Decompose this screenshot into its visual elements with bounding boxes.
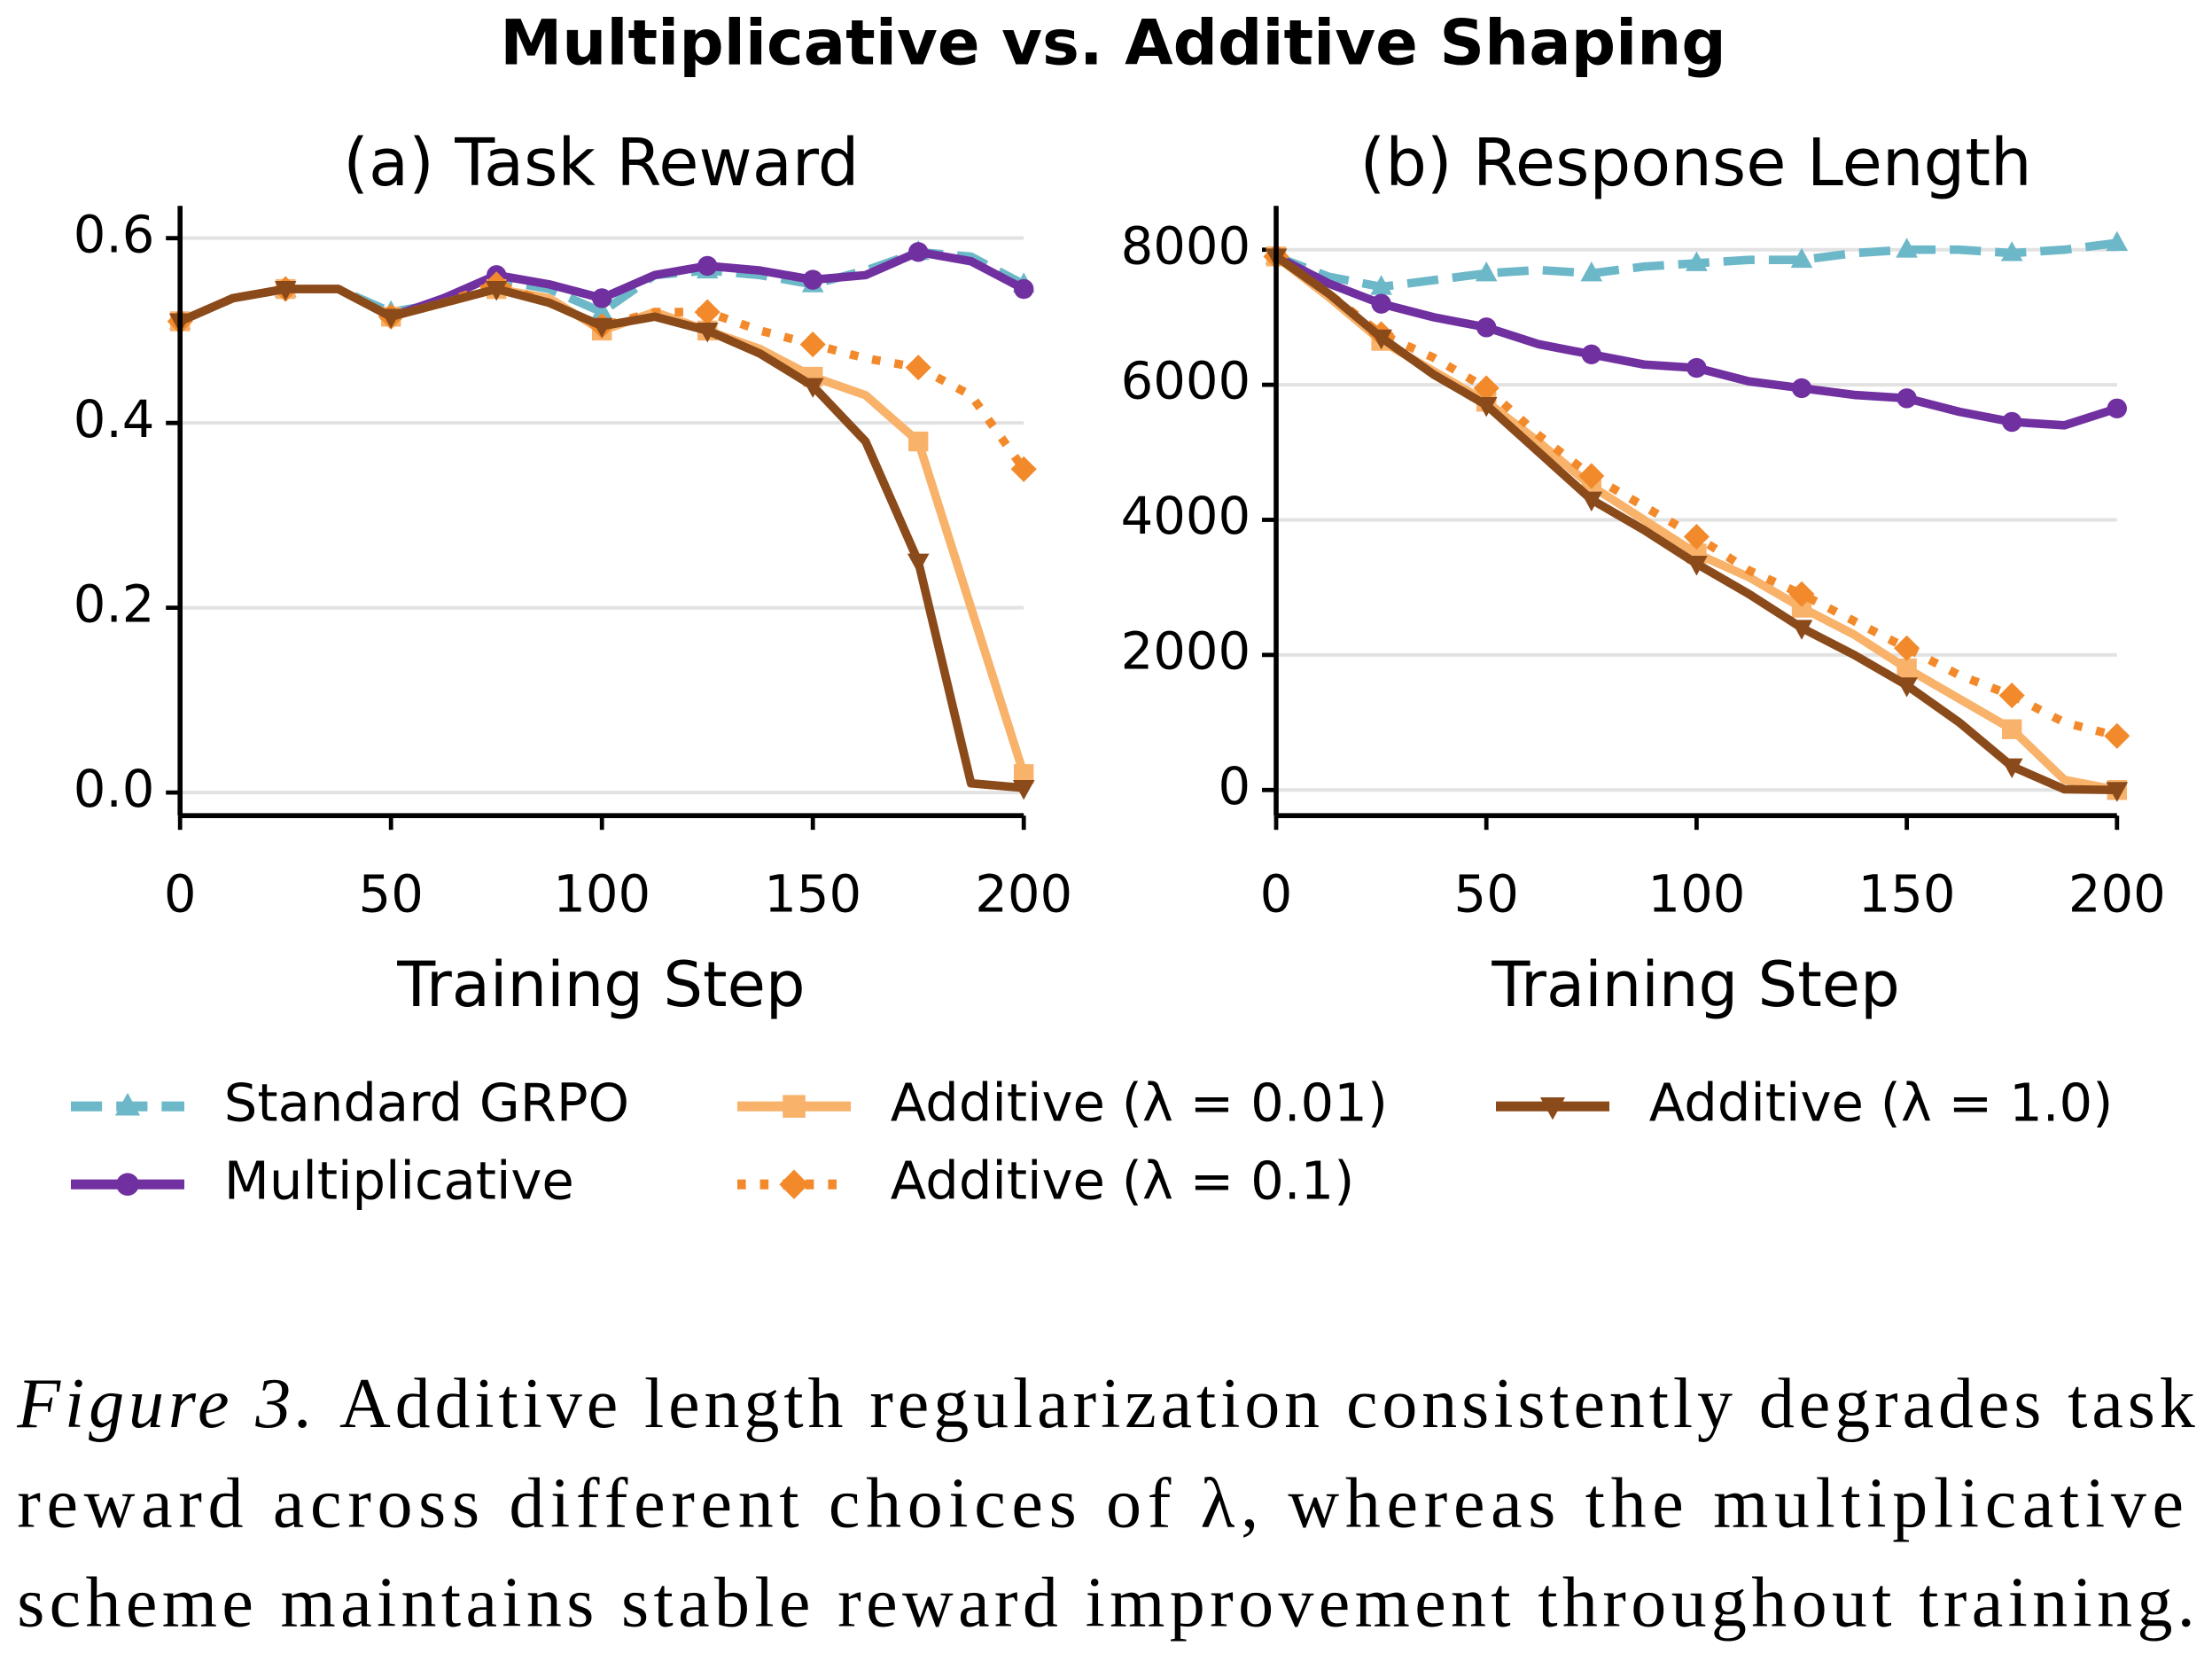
x-tick-label: 200 [2068,865,2166,925]
marker [590,300,613,321]
marker [1790,620,1813,640]
series-line [1273,253,2118,794]
marker [2000,758,2023,779]
y-tick-label: 8000 [1121,216,1251,276]
y-tick-label: 0 [1219,757,1251,816]
marker [1998,683,2025,709]
legend-label: Additive (λ = 0.1) [891,1150,1355,1211]
y-tick-label: 0.6 [74,205,155,264]
marker [1578,463,1605,489]
marker [803,269,823,290]
marker [1014,278,1034,300]
legend-marker [116,1173,139,1196]
series-line [1273,253,2119,430]
x-tick-label: 150 [1858,865,1956,925]
marker [1580,491,1603,512]
series-line [1273,253,2117,795]
marker [905,355,931,381]
marker [274,281,297,301]
caption-line: scheme maintains stable reward improveme… [17,1564,2195,1642]
y-tick-label: 6000 [1121,352,1251,411]
x-tick-label: 100 [1647,865,1745,925]
marker [485,281,508,301]
marker [799,332,826,358]
marker [697,255,718,277]
marker [1475,397,1498,417]
legend-marker [779,1169,809,1199]
x-tick-label: 100 [553,865,650,925]
x-tick-label: 50 [359,865,424,925]
marker [694,299,720,325]
marker [1686,556,1708,576]
y-tick-label: 0.2 [74,574,155,634]
marker [379,308,402,329]
x-axis-label: Training Step [396,948,805,1021]
y-tick-label: 2000 [1121,621,1251,681]
legend-marker [114,1092,141,1116]
marker [1897,388,1917,409]
legend-label: Standard GRPO [224,1072,629,1133]
marker [1473,375,1499,402]
x-tick-label: 0 [1260,865,1293,925]
marker [1581,344,1601,365]
legend-label: Multiplicative [224,1150,574,1211]
figure-title: Multiplicative vs. Additive Shaping [500,7,1725,80]
legend-marker [783,1095,806,1118]
caption-label: Figure 3. [16,1366,313,1444]
marker [1370,275,1392,295]
marker [592,288,612,308]
marker [1686,251,1708,271]
marker [908,242,929,262]
x-tick-label: 50 [1454,865,1519,925]
x-axis-label: Training Step [1491,948,1899,1021]
marker [1370,329,1392,350]
marker [1580,261,1603,282]
marker [1897,658,1917,679]
marker [1896,677,1918,698]
marker [1010,456,1037,482]
y-tick-label: 0.4 [74,390,155,449]
marker [1476,317,1497,338]
marker [1791,597,1812,618]
legend-marker [1539,1096,1566,1120]
marker [2106,230,2129,252]
marker [1475,261,1498,282]
x-tick-label: 200 [975,865,1072,925]
marker [696,322,719,343]
marker [2002,411,2022,433]
legend-label: Additive (λ = 0.01) [891,1072,1388,1133]
series-line [1273,253,2118,740]
marker [1791,378,1812,399]
marker [2002,719,2022,739]
marker [590,317,613,339]
marker [801,378,824,398]
x-tick-label: 0 [164,865,197,925]
chart-title: (a) Task Reward [343,126,859,201]
marker [1014,764,1034,784]
caption-text: Additive length regularization consisten… [339,1366,2195,1444]
y-tick-label: 0.0 [74,760,155,819]
x-tick-label: 150 [764,865,861,925]
marker [908,431,929,452]
marker [2107,398,2127,418]
marker [907,553,930,573]
marker [1790,247,1813,269]
caption-line: Figure 3. Additive length regularization… [16,1366,2195,1444]
caption-line: reward across different choices of λ, wh… [17,1465,2184,1543]
legend-label: Additive (λ = 1.0) [1649,1072,2114,1133]
chart-title: (b) Response Length [1359,126,2031,201]
marker [2106,782,2129,802]
marker [1012,779,1035,800]
marker [1894,635,1920,661]
marker [1686,357,1707,378]
marker [1371,293,1391,314]
marker [2000,241,2023,261]
marker [1683,523,1710,550]
y-tick-label: 4000 [1121,487,1251,546]
marker [1896,238,1918,258]
marker [2104,722,2130,749]
